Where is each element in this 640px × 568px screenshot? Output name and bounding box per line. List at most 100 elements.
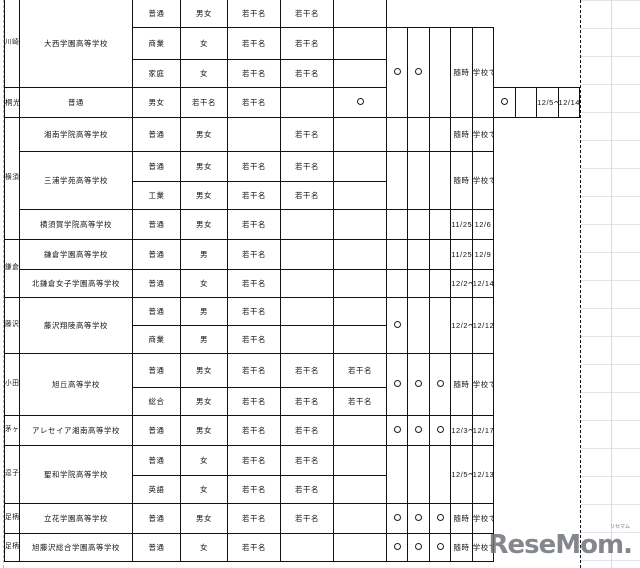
gender-eligibility: 男女 (180, 151, 228, 182)
table-row: 足柄下旭藤沢総合学園高等学校普通女若干名 随時学校で指定 (4, 533, 580, 562)
exam-date: 12/12 (471, 297, 495, 354)
watermark-dot: . (623, 530, 633, 560)
watermark-text: ReseMom (488, 530, 625, 560)
transfer-mark-2 (407, 27, 430, 118)
application-period: 12/2～12/3 (450, 297, 473, 354)
table-row: 商業女若干名若干名随時学校で指定 (5, 27, 580, 118)
quota-grade2: 若干名 (280, 415, 334, 446)
quota-grade3 (333, 415, 387, 446)
transfer-mark-1 (333, 87, 387, 118)
quota-grade2: 若干名 (280, 475, 334, 504)
admissions-table: 川崎大西学園高等学校普通男女若干名若干名商業女若干名若干名随時学校で指定家庭女若… (4, 0, 580, 562)
region-label: 足柄下 (4, 533, 20, 562)
school-name: 湘南学院高等学校 (19, 117, 133, 152)
circle-mark (415, 542, 423, 550)
quota-grade1: 若干名 (227, 297, 281, 326)
school-name: 横須賀学院高等学校 (19, 209, 133, 240)
region-label: 横須賀 (4, 117, 20, 240)
quota-grade3 (333, 503, 387, 534)
exam-date: 12/14 (471, 269, 495, 298)
school-name: 北鎌倉女子学園高等学校 (19, 269, 133, 298)
course-name: 商業 (132, 325, 181, 354)
transfer-mark-1 (385, 503, 409, 534)
gender-eligibility: 男女 (180, 415, 228, 446)
circle-mark (393, 67, 401, 75)
quota-grade3 (333, 325, 387, 354)
quota-grade2 (280, 533, 334, 562)
quota-grade2: 若干名 (280, 59, 334, 88)
transfer-mark-2 (407, 117, 430, 152)
course-name: 家庭 (132, 59, 181, 88)
exam-date: 12/9 (471, 239, 495, 270)
application-period: 12/2～12/5 (450, 269, 473, 298)
quota-grade1: 若干名 (227, 415, 281, 446)
exam-date: 12/6 (471, 209, 495, 240)
region-label: 小田原 (4, 353, 20, 416)
transfer-mark-1 (385, 209, 409, 240)
watermark-kana: リセマム (609, 524, 630, 530)
quota-grade2 (280, 239, 334, 270)
course-name: 普通 (132, 353, 181, 388)
table-row: 横須賀湘南学院高等学校普通男女若干名随時学校で指定 (4, 117, 580, 240)
course-name: 普通 (132, 117, 181, 152)
table-row: 商業男若干名 (5, 325, 580, 354)
quota-grade2 (280, 297, 334, 326)
table-row: 総合 男女 若干名 若干名 若干名 (5, 387, 580, 416)
quota-grade1: 若干名 (227, 475, 281, 504)
quota-grade2: 若干名 (280, 387, 334, 416)
quota-grade3 (333, 475, 387, 504)
course-name: 普通 (132, 269, 181, 298)
quota-grade3: 若干名 (333, 387, 387, 416)
quota-grade3 (333, 297, 387, 326)
transfer-mark-3 (428, 533, 452, 562)
application-period: 12/5～12/11 (536, 87, 559, 118)
gender-eligibility: 男女 (180, 353, 228, 388)
quota-grade1: 若干名 (227, 269, 281, 298)
circle-mark (415, 513, 423, 521)
region-label: 足柄上 (4, 503, 20, 534)
exam-date: 学校で指定 (471, 503, 495, 534)
transfer-mark-1 (385, 353, 409, 416)
school-name: アレセイア湘南高等学校 (19, 415, 133, 446)
gender-eligibility: 男女 (180, 117, 228, 152)
course-name: 工業 (132, 181, 181, 210)
quota-grade1 (227, 117, 281, 152)
transfer-mark-1 (385, 445, 409, 504)
application-period: 随時 (450, 353, 473, 416)
application-period: 随時 (450, 533, 473, 562)
application-period: 随時 (450, 503, 473, 534)
school-name: 藤沢翔陵高等学校 (19, 297, 133, 354)
quota-grade2: 若干名 (280, 151, 334, 182)
quota-grade3 (333, 0, 387, 28)
course-name: 普通 (132, 533, 181, 562)
circle-mark (415, 379, 423, 387)
application-period: 12/5～12/12 (450, 445, 473, 504)
transfer-mark-1 (385, 239, 409, 270)
course-name: 普通 (132, 415, 181, 446)
transfer-mark-3 (428, 269, 452, 298)
circle-mark (393, 513, 401, 521)
transfer-mark-1 (385, 297, 409, 354)
transfer-mark-2 (407, 209, 430, 240)
application-period: 11/25～11/29 (450, 209, 473, 240)
course-name: 普通 (132, 0, 181, 28)
quota-grade2: 若干名 (280, 181, 334, 210)
exam-date: 学校で指定 (471, 151, 495, 210)
region-label: 川崎 (4, 0, 20, 88)
quota-grade2 (280, 209, 334, 240)
quota-grade1: 若干名 (227, 27, 281, 60)
transfer-mark-3 (514, 87, 538, 118)
exam-date: 学校で指定 (471, 353, 495, 416)
circle-mark (436, 542, 444, 550)
quota-grade2: 若干名 (280, 117, 334, 152)
quota-grade3 (333, 239, 387, 270)
quota-grade2: 若干名 (280, 0, 334, 28)
course-name: 商業 (132, 27, 181, 60)
transfer-mark-3 (428, 239, 452, 270)
gender-eligibility: 女 (180, 269, 228, 298)
table-row: 小田原旭丘高等学校普通男女若干名若干名若干名随時学校で指定 (4, 353, 580, 416)
transfer-mark-2 (407, 415, 430, 446)
